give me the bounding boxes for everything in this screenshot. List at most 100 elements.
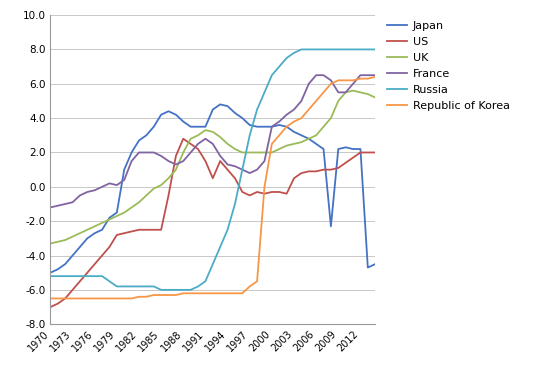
Japan	[54, 267, 61, 271]
Russia	[114, 284, 120, 289]
US	[261, 192, 268, 196]
Russia	[158, 288, 165, 292]
Japan	[114, 210, 120, 215]
Line: UK: UK	[50, 90, 375, 244]
France	[158, 154, 165, 158]
US	[254, 190, 260, 194]
US	[151, 227, 157, 232]
US	[276, 190, 283, 194]
Republic of Korea	[99, 296, 105, 301]
US	[62, 296, 68, 301]
Republic of Korea	[261, 185, 268, 189]
Russia	[239, 167, 246, 172]
Japan	[202, 124, 209, 129]
Japan	[328, 224, 334, 228]
Russia	[305, 47, 312, 52]
Russia	[165, 288, 172, 292]
US	[91, 262, 98, 267]
Russia	[365, 47, 371, 52]
France	[151, 150, 157, 155]
US	[84, 270, 91, 275]
Line: US: US	[50, 139, 375, 307]
Russia	[172, 288, 179, 292]
France	[268, 124, 275, 129]
Russia	[246, 133, 253, 138]
Legend: Japan, US, UK, France, Russia, Republic of Korea: Japan, US, UK, France, Russia, Republic …	[388, 21, 510, 111]
US	[349, 155, 356, 160]
Japan	[246, 123, 253, 127]
UK	[121, 210, 128, 215]
Russia	[342, 47, 349, 52]
Republic of Korea	[128, 296, 135, 301]
UK	[365, 92, 371, 97]
UK	[151, 186, 157, 191]
Russia	[224, 227, 231, 232]
US	[283, 192, 290, 196]
UK	[224, 142, 231, 146]
Japan	[165, 109, 172, 113]
Line: Russia: Russia	[50, 49, 375, 290]
US	[342, 161, 349, 165]
US	[305, 169, 312, 174]
US	[77, 279, 83, 284]
Republic of Korea	[298, 116, 305, 120]
Japan	[239, 116, 246, 120]
Russia	[276, 64, 283, 69]
Russia	[62, 274, 68, 278]
UK	[180, 150, 186, 155]
Russia	[121, 284, 128, 289]
Japan	[195, 124, 202, 129]
US	[143, 227, 150, 232]
Republic of Korea	[114, 296, 120, 301]
UK	[298, 140, 305, 144]
UK	[239, 150, 246, 155]
UK	[114, 214, 120, 218]
France	[217, 154, 223, 158]
Russia	[335, 47, 342, 52]
France	[349, 81, 356, 86]
UK	[335, 99, 342, 103]
Russia	[313, 47, 320, 52]
Japan	[232, 111, 239, 115]
Japan	[276, 123, 283, 127]
Japan	[298, 133, 305, 138]
Japan	[172, 112, 179, 117]
Japan	[128, 150, 135, 155]
UK	[232, 147, 239, 151]
France	[143, 150, 150, 155]
Russia	[136, 284, 142, 289]
US	[232, 176, 239, 181]
US	[328, 167, 334, 172]
US	[165, 193, 172, 198]
Russia	[202, 279, 209, 284]
France	[69, 200, 76, 205]
US	[268, 190, 275, 194]
UK	[172, 167, 179, 172]
France	[202, 136, 209, 141]
France	[357, 73, 364, 77]
Republic of Korea	[158, 293, 165, 297]
Japan	[365, 265, 371, 270]
Japan	[106, 216, 113, 220]
US	[158, 227, 165, 232]
Japan	[335, 147, 342, 151]
UK	[195, 133, 202, 138]
Republic of Korea	[232, 291, 239, 296]
France	[372, 73, 379, 77]
Republic of Korea	[47, 296, 54, 301]
France	[232, 164, 239, 169]
UK	[357, 90, 364, 95]
UK	[54, 239, 61, 244]
Russia	[106, 279, 113, 284]
US	[209, 176, 216, 181]
France	[328, 78, 334, 83]
Japan	[357, 147, 364, 151]
UK	[217, 135, 223, 139]
Russia	[349, 47, 356, 52]
Russia	[268, 73, 275, 77]
Japan	[283, 124, 290, 129]
Republic of Korea	[254, 279, 260, 284]
France	[180, 159, 186, 163]
UK	[84, 227, 91, 232]
France	[313, 73, 320, 77]
